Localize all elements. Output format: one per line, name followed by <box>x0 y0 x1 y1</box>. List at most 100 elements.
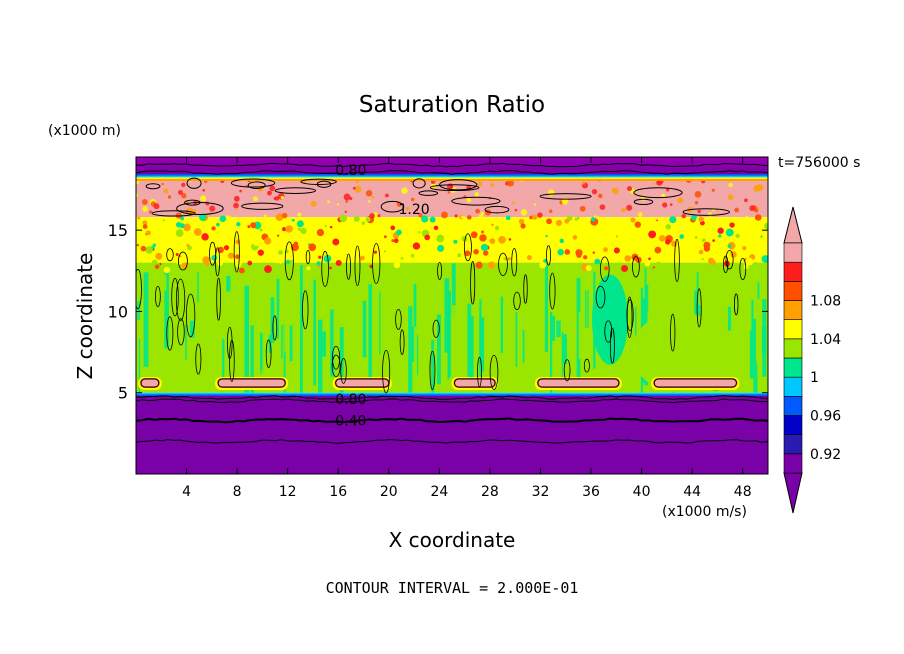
colorbar-label: 0.96 <box>810 409 841 425</box>
contour-line <box>380 200 405 213</box>
streak <box>222 338 225 386</box>
band-lower-dry-layer <box>136 394 768 474</box>
contour-line <box>633 198 654 206</box>
contour-line <box>626 299 634 331</box>
speckle <box>369 213 375 219</box>
speckle <box>390 225 396 231</box>
speckle <box>694 190 702 198</box>
speckle <box>353 215 360 223</box>
speckle <box>306 266 311 271</box>
speckle <box>764 222 768 230</box>
y-tick-label: 10 <box>108 302 128 321</box>
speckle <box>170 219 174 222</box>
streak <box>413 283 417 327</box>
speckle <box>401 187 408 194</box>
speckle <box>731 219 735 223</box>
contour-line <box>511 248 518 277</box>
speckle <box>754 214 762 221</box>
streak <box>166 329 169 376</box>
contour-line <box>178 251 188 271</box>
x-tick-label: 44 <box>683 484 701 500</box>
speckle <box>661 193 666 198</box>
streak <box>744 309 746 384</box>
streak <box>479 317 485 372</box>
x-unit-label: (x1000 m/s) <box>662 504 747 520</box>
speckle <box>318 255 322 259</box>
contour-line <box>372 243 381 284</box>
contour-line <box>166 248 174 262</box>
speckle <box>581 181 585 185</box>
colorbar-swatch <box>783 396 803 416</box>
edge-strip <box>136 177 768 179</box>
speckle <box>418 213 423 218</box>
streak <box>514 290 516 341</box>
speckle <box>453 239 458 244</box>
speckle <box>250 222 257 229</box>
speckle <box>652 267 658 273</box>
streak <box>413 324 417 393</box>
speckle <box>412 242 421 250</box>
contour-line <box>175 278 186 321</box>
speckle <box>137 216 141 220</box>
speckle <box>457 253 462 258</box>
speckle <box>239 189 242 193</box>
streak <box>250 325 254 393</box>
speckle <box>555 219 562 227</box>
speckle <box>743 264 749 270</box>
streak <box>509 300 514 345</box>
contour-line <box>722 255 729 274</box>
streak <box>550 312 553 393</box>
streak <box>680 283 685 315</box>
speckle <box>236 221 241 227</box>
speckle <box>474 192 480 197</box>
speckle <box>448 239 455 246</box>
contour-line <box>195 343 202 375</box>
streak <box>289 325 293 362</box>
streak <box>333 295 337 353</box>
speckle <box>151 259 158 266</box>
contour-line <box>670 313 676 352</box>
speckle <box>658 234 666 242</box>
streak <box>299 265 303 393</box>
y-tick-label: 5 <box>118 384 128 403</box>
contour-line <box>418 190 439 196</box>
speckle <box>734 207 740 213</box>
speckle <box>545 234 548 238</box>
contour-label: 0.40 <box>335 413 366 429</box>
contour-line <box>429 350 436 390</box>
speckle <box>694 235 698 239</box>
streak <box>556 320 561 338</box>
x-tick-label: 28 <box>481 484 499 500</box>
time-label: t=756000 s <box>778 155 860 171</box>
speckle <box>648 230 657 239</box>
speckle <box>628 235 632 239</box>
colorbar-label: 1.04 <box>810 332 841 348</box>
contour-line <box>604 320 613 343</box>
contour-label: 1.20 <box>398 202 429 218</box>
speckle <box>480 243 489 252</box>
speckle <box>393 238 399 244</box>
speckle <box>480 211 484 215</box>
speckle <box>518 218 525 225</box>
speckle <box>549 209 553 213</box>
speckle <box>332 238 340 246</box>
contour-line <box>633 187 683 199</box>
speckle <box>477 181 483 187</box>
streak <box>749 299 754 379</box>
speckle <box>383 250 387 253</box>
speckle <box>665 224 671 230</box>
streak <box>497 269 502 393</box>
streak <box>766 285 768 319</box>
speckle <box>308 243 317 252</box>
speckle <box>478 214 484 220</box>
streak <box>500 296 504 354</box>
speckle <box>529 215 533 220</box>
contour-line <box>145 183 161 190</box>
speckle <box>136 193 139 198</box>
speckle <box>275 213 284 222</box>
streak <box>448 291 451 378</box>
speckle <box>697 209 701 214</box>
streak <box>562 334 568 365</box>
speckle <box>205 201 210 206</box>
